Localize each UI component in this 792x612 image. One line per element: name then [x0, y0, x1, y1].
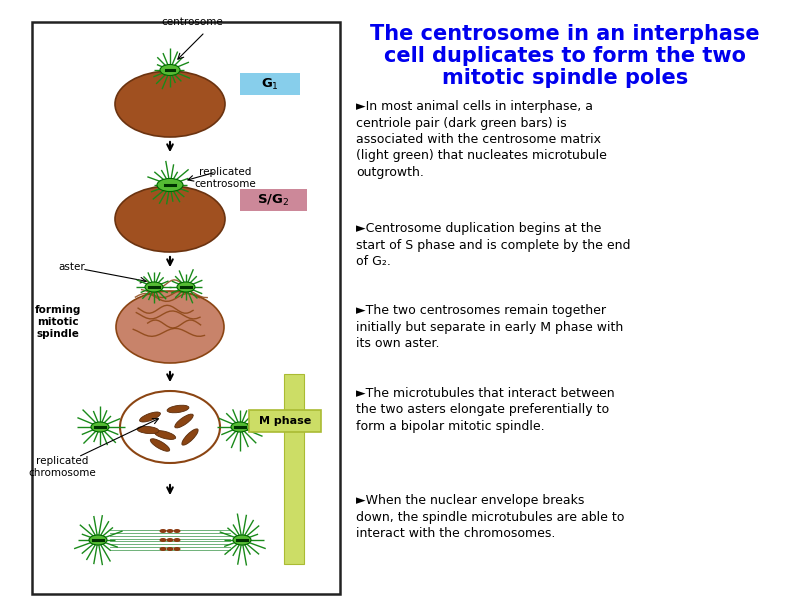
Ellipse shape — [159, 547, 166, 551]
Ellipse shape — [166, 538, 173, 542]
Text: S/G$_2$: S/G$_2$ — [257, 192, 290, 207]
Text: mitotic spindle poles: mitotic spindle poles — [442, 68, 688, 88]
Text: ►When the nuclear envelope breaks
down, the spindle microtubules are able to
int: ►When the nuclear envelope breaks down, … — [356, 494, 624, 540]
Ellipse shape — [115, 71, 225, 137]
FancyBboxPatch shape — [240, 189, 307, 211]
Ellipse shape — [115, 186, 225, 252]
Text: replicated
centrosome: replicated centrosome — [194, 167, 256, 189]
Text: forming
mitotic
spindle: forming mitotic spindle — [35, 305, 82, 340]
Ellipse shape — [233, 535, 251, 545]
Text: cell duplicates to form the two: cell duplicates to form the two — [384, 46, 746, 66]
Ellipse shape — [173, 547, 181, 551]
Ellipse shape — [159, 529, 166, 533]
Ellipse shape — [157, 179, 183, 192]
Ellipse shape — [116, 291, 224, 363]
Ellipse shape — [231, 422, 249, 432]
Text: M phase: M phase — [259, 416, 311, 426]
Ellipse shape — [159, 538, 166, 542]
Text: centrosome: centrosome — [161, 17, 223, 27]
FancyBboxPatch shape — [249, 410, 321, 432]
Text: aster: aster — [59, 262, 86, 272]
Ellipse shape — [175, 414, 193, 428]
Ellipse shape — [167, 405, 189, 412]
Text: ►The microtubules that interact between
the two asters elongate preferentially t: ►The microtubules that interact between … — [356, 387, 615, 433]
Text: replicated
chromosome: replicated chromosome — [29, 456, 96, 478]
Ellipse shape — [91, 422, 109, 432]
Ellipse shape — [173, 529, 181, 533]
Ellipse shape — [166, 529, 173, 533]
Ellipse shape — [160, 64, 180, 75]
FancyBboxPatch shape — [284, 374, 304, 564]
FancyBboxPatch shape — [240, 73, 300, 95]
Ellipse shape — [166, 547, 173, 551]
Ellipse shape — [139, 412, 161, 422]
Text: ►Centrosome duplication begins at the
start of S phase and is complete by the en: ►Centrosome duplication begins at the st… — [356, 222, 630, 268]
FancyBboxPatch shape — [32, 22, 340, 594]
Text: G$_1$: G$_1$ — [261, 76, 279, 92]
Ellipse shape — [182, 429, 198, 445]
Ellipse shape — [173, 538, 181, 542]
Ellipse shape — [150, 439, 169, 451]
Ellipse shape — [89, 535, 107, 545]
Ellipse shape — [154, 431, 176, 439]
Ellipse shape — [145, 282, 163, 292]
Ellipse shape — [137, 427, 159, 434]
Text: The centrosome in an interphase: The centrosome in an interphase — [370, 24, 760, 44]
Ellipse shape — [177, 282, 195, 292]
Text: ►In most animal cells in interphase, a
centriole pair (dark green bars) is
assoc: ►In most animal cells in interphase, a c… — [356, 100, 607, 179]
Text: ►The two centrosomes remain together
initially but separate in early M phase wit: ►The two centrosomes remain together ini… — [356, 304, 623, 350]
